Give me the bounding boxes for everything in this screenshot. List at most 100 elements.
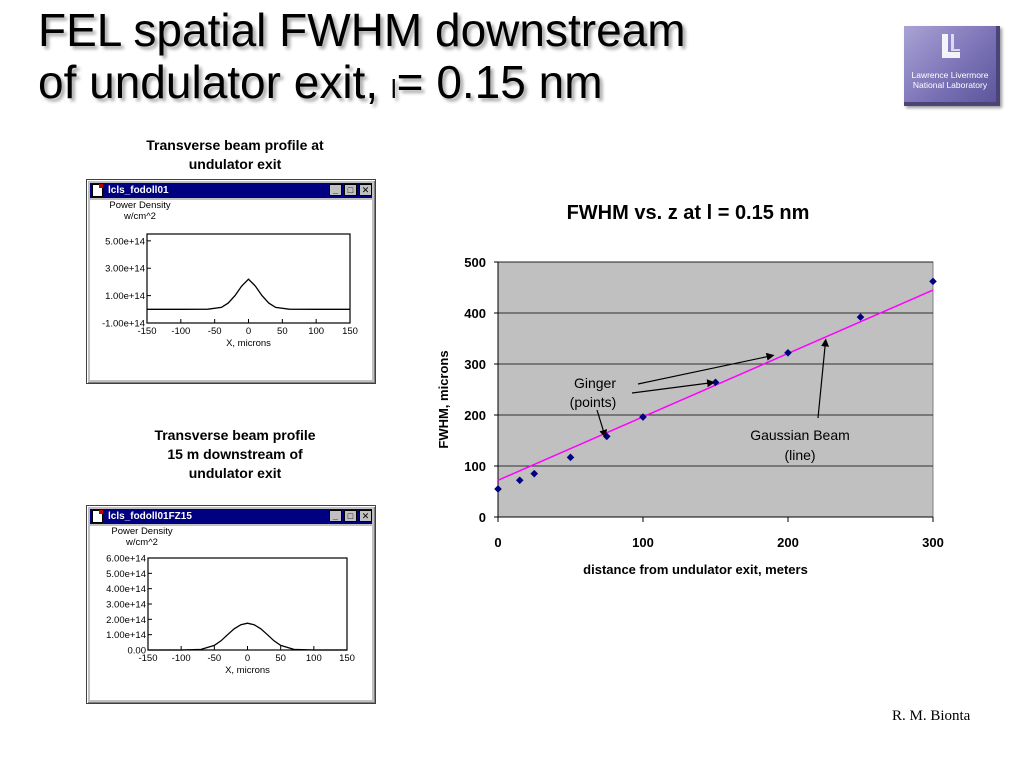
x-tick-label: -50	[208, 326, 222, 337]
ginger-arrow-2	[631, 379, 716, 394]
logo-line-1: Lawrence Livermore	[911, 70, 989, 80]
ginger-data-point	[566, 453, 575, 462]
ginger-data-point	[711, 378, 720, 387]
y-tick-label: 100	[464, 459, 486, 474]
ginger-data-point	[856, 313, 865, 321]
x-tick-label: 0	[245, 653, 250, 664]
y-tick-label: 400	[464, 306, 486, 321]
title-line-1: FEL spatial FWHM downstream	[38, 4, 686, 56]
maximize-button[interactable]: □	[344, 510, 357, 522]
ylabel-line-1: Power Density	[109, 200, 171, 211]
x-tick-label: -150	[137, 326, 156, 337]
maximize-button[interactable]: □	[344, 184, 357, 196]
ylabel: Power Density w/cm^2	[100, 200, 180, 222]
annotation-ginger-line-2: (points)	[570, 394, 617, 410]
y-tick-label: -1.00e+14	[102, 319, 145, 330]
x-tick-label: 100	[306, 653, 322, 664]
y-tick-label: 1.00e+14	[105, 291, 145, 302]
caption-top: Transverse beam profile at undulator exi…	[110, 136, 360, 174]
annotation-ginger-line-1: Ginger	[574, 375, 616, 391]
window-titlebar[interactable]: lcls_fodoll01 _ □ ✕	[90, 183, 372, 198]
ginger-data-point	[639, 413, 647, 421]
x-tick-label: 150	[339, 653, 355, 664]
document-icon	[92, 184, 103, 197]
title-line-2-b: = 0.15 nm	[396, 56, 603, 108]
close-button[interactable]: ✕	[359, 184, 372, 196]
y-tick-label: 2.00e+14	[106, 615, 146, 626]
y-tick-label: 5.00e+14	[106, 569, 146, 580]
ginger-data-point	[602, 432, 611, 441]
window-title: lcls_fodoll01FZ15	[108, 511, 192, 522]
x-axis-label: distance from undulator exit, meters	[583, 562, 808, 577]
x-tick-label: -50	[207, 653, 221, 664]
window-titlebar[interactable]: lcls_fodoll01FZ15 _ □ ✕	[90, 509, 372, 524]
author-credit: R. M. Bionta	[892, 708, 971, 724]
caption-bottom-line-2: 15 m downstream of	[167, 446, 303, 462]
profile-curve	[147, 278, 350, 310]
close-button[interactable]: ✕	[359, 510, 372, 522]
y-tick-label: 3.00e+14	[105, 264, 145, 275]
ginger-data-point	[494, 485, 502, 493]
caption-top-line-1: Transverse beam profile at	[146, 137, 324, 153]
y-tick-label: 4.00e+14	[106, 584, 146, 595]
llnl-logo: Lawrence Livermore National Laboratory	[904, 26, 1000, 106]
x-axis-label: X, microns	[225, 665, 270, 676]
y-tick-label: 6.00e+14	[106, 554, 146, 565]
chart-title: FWHM vs. z at l = 0.15 nm	[566, 202, 810, 224]
ginger-data-point	[929, 277, 937, 286]
annotation-gaussian-line-2: (line)	[784, 447, 815, 463]
llnl-logo-mark-icon	[942, 34, 960, 58]
x-tick-label: -100	[171, 326, 190, 337]
caption-bottom-line-3: undulator exit	[188, 465, 282, 481]
x-tick-label: 50	[277, 326, 288, 337]
x-tick-label: 100	[308, 326, 324, 337]
profile-plot-exit: -150 -100 -50 0 50 100 150 -1.00e+14 1.00e+14 3.0…	[102, 233, 358, 349]
ginger-data-point	[515, 476, 524, 485]
lambda-symbol: l	[390, 74, 397, 104]
x-tick-label: 0	[494, 535, 501, 550]
y-tick-label: 300	[464, 357, 486, 372]
y-tick-label: 0	[479, 510, 486, 525]
x-tick-label: 0	[246, 326, 251, 337]
document-icon	[92, 510, 103, 523]
annotation-gaussian-line-1: Gaussian Beam	[750, 427, 850, 443]
gaussian-beam-line	[497, 289, 934, 481]
window-client: Power Density w/cm^2 -150 -100 -50 0 50 100 15…	[90, 526, 372, 700]
plot-area	[497, 261, 934, 518]
x-tick-label: 150	[342, 326, 358, 337]
ginger-data-point	[784, 348, 792, 357]
llnl-logo-text: Lawrence Livermore National Laboratory	[904, 70, 996, 90]
y-tick-label: 0.00	[128, 646, 147, 657]
minimize-button[interactable]: _	[329, 510, 342, 522]
profile-plot-downstream: -150 -100 -50 0 50 100 150 0.00 1.00e+14 2.00e+14…	[106, 554, 355, 677]
x-tick-label: 50	[275, 653, 286, 664]
ginger-arrow-1	[637, 352, 775, 385]
x-tick-label: -150	[138, 653, 157, 664]
y-axis-label: FWHM, microns	[436, 350, 451, 448]
logo-line-2: National Laboratory	[912, 80, 988, 90]
ylabel-line-2: w/cm^2	[126, 537, 158, 548]
profile-window-downstream: lcls_fodoll01FZ15 _ □ ✕ Power Density w/…	[86, 505, 376, 704]
x-axis-label: X, microns	[226, 338, 271, 349]
ginger-arrow-3	[596, 409, 608, 438]
plot-frame	[147, 557, 348, 651]
profile-window-exit: lcls_fodoll01 _ □ ✕ Power Density w/cm^2…	[86, 179, 376, 384]
slide-title: FEL spatial FWHM downstream of undulator…	[38, 4, 878, 115]
y-tick-label: 200	[464, 408, 486, 423]
gaussian-arrow	[817, 338, 829, 419]
caption-top-line-2: undulator exit	[188, 156, 282, 172]
window-title: lcls_fodoll01	[108, 185, 169, 196]
x-tick-label: -100	[172, 653, 191, 664]
x-tick-label: 200	[777, 535, 799, 550]
x-tick-label: 300	[922, 535, 944, 550]
window-client: Power Density w/cm^2 -150 -100 -50 0 50 100 15…	[90, 200, 372, 380]
minimize-button[interactable]: _	[329, 184, 342, 196]
caption-bottom-line-1: Transverse beam profile	[154, 427, 316, 443]
y-tick-label: 1.00e+14	[106, 630, 146, 641]
x-tick-label: 100	[632, 535, 654, 550]
y-tick-label: 5.00e+14	[105, 236, 145, 247]
title-line-2: of undulator exit, l= 0.15 nm	[38, 56, 878, 115]
ylabel-line-2: w/cm^2	[124, 211, 156, 222]
y-tick-label: 500	[464, 255, 486, 270]
ylabel: Power Density w/cm^2	[102, 526, 182, 548]
